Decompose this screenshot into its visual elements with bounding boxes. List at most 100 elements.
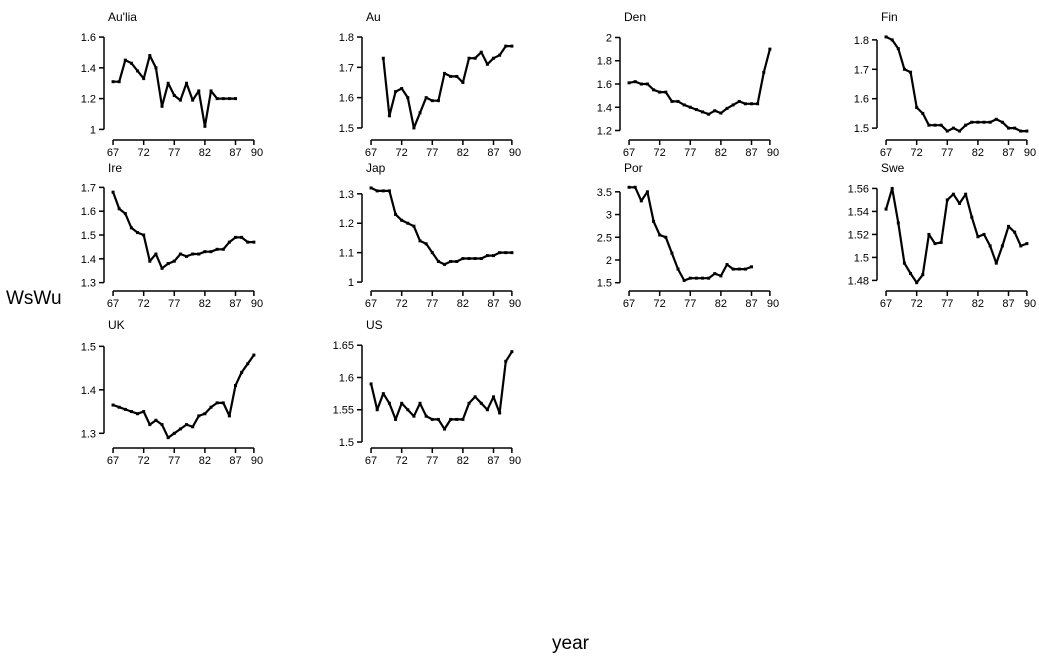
data-point [485, 62, 489, 66]
data-point [142, 233, 146, 237]
data-point [172, 431, 176, 435]
series-line [113, 54, 236, 128]
y-tick-label: 1.2 [81, 94, 96, 106]
data-point [645, 190, 649, 194]
data-point [449, 259, 453, 263]
data-point [970, 215, 974, 219]
data-point [713, 109, 717, 113]
data-point [221, 401, 225, 405]
y-tick-label: 1.5 [339, 123, 354, 135]
data-point [455, 74, 459, 78]
y-axis: 1.2 1.4 1.6 1.8 2 [597, 32, 621, 138]
panel-jap: Jap 1 1.1 1.2 1.3 67 72 77 82 87 90 [339, 161, 521, 310]
data-point [921, 273, 925, 277]
y-tick-label: 1.5 [597, 278, 612, 290]
y-tick-label: 1.5 [81, 341, 96, 353]
data-point [252, 353, 256, 357]
data-point [658, 90, 662, 94]
data-point [436, 417, 440, 421]
panel-au: Au 1.5 1.6 1.7 1.8 67 72 77 82 87 90 [339, 10, 521, 159]
data-point [400, 87, 404, 91]
panel-title: Au'lia [108, 10, 137, 24]
data-point [197, 414, 201, 418]
data-point [958, 129, 962, 133]
y-tick-label: 1.6 [854, 94, 869, 106]
data-point [964, 192, 968, 196]
panel-ire: Ire 1.3 1.4 1.5 1.6 1.7 67 72 77 82 87 90 [81, 161, 263, 310]
y-tick-label: 1.7 [81, 182, 96, 194]
data-point [406, 96, 410, 100]
x-tick-label: 67 [880, 298, 892, 310]
x-tick-label: 82 [715, 298, 727, 310]
data-point [387, 114, 391, 118]
panel-uk: UK 1.3 1.4 1.5 67 72 77 82 87 90 [81, 318, 263, 467]
panel-title: Fin [881, 10, 898, 24]
data-point [1013, 126, 1017, 130]
data-point [1019, 244, 1023, 248]
data-point [136, 69, 140, 73]
x-tick-label: 82 [199, 298, 211, 310]
y-axis-label: WsWu [6, 288, 62, 309]
data-point [639, 199, 643, 203]
data-point [424, 242, 428, 246]
data-point [504, 359, 508, 363]
data-point [719, 111, 723, 115]
data-point [375, 408, 379, 412]
data-point [902, 67, 906, 71]
data-point [731, 267, 735, 271]
data-point [976, 120, 980, 124]
x-tick-label: 72 [654, 147, 666, 159]
data-point [467, 257, 471, 261]
y-tick-label: 1 [348, 277, 354, 289]
panel-us: US 1.5 1.55 1.6 1.65 67 72 77 82 87 90 [333, 318, 522, 467]
panel-fin: Fin 1.5 1.6 1.7 1.8 67 72 77 82 87 90 [854, 10, 1036, 159]
data-point [933, 123, 937, 127]
data-point [185, 254, 189, 258]
data-point [479, 401, 483, 405]
y-tick-label: 3 [606, 210, 612, 222]
data-point [424, 414, 428, 418]
data-point [443, 262, 447, 266]
x-tick-label: 90 [509, 147, 521, 159]
x-axis: 67 72 77 82 87 90 [880, 139, 1036, 159]
x-tick-label: 90 [251, 455, 263, 467]
x-tick-label: 90 [1024, 147, 1036, 159]
panel-au-lia: Au'lia 1 1.2 1.4 1.6 67 72 77 82 87 90 [81, 10, 263, 159]
data-point [387, 401, 391, 405]
data-point [921, 111, 925, 115]
data-point [976, 235, 980, 239]
y-tick-label: 1.6 [339, 372, 354, 384]
y-tick-label: 1.4 [81, 254, 96, 266]
data-point [381, 56, 385, 60]
panel-den: Den 1.2 1.4 1.6 1.8 2 67 72 77 82 87 90 [597, 10, 779, 159]
data-point [896, 47, 900, 51]
data-point [394, 417, 398, 421]
y-axis: 1.3 1.4 1.5 1.6 1.7 [81, 182, 105, 290]
series-line [382, 44, 512, 130]
y-tick-label: 1.5 [854, 252, 869, 264]
data-point [1000, 244, 1004, 248]
data-point [400, 218, 404, 222]
data-point [725, 263, 729, 267]
data-point [688, 105, 692, 109]
data-point [394, 90, 398, 94]
data-point [707, 112, 711, 116]
data-point [443, 427, 447, 431]
data-point [160, 266, 164, 270]
data-point [215, 247, 219, 251]
data-point [191, 98, 195, 102]
data-point [166, 436, 170, 440]
data-point [461, 257, 465, 261]
data-point [418, 111, 422, 115]
x-tick-label: 77 [426, 298, 438, 310]
data-point [1007, 224, 1011, 228]
data-point [449, 417, 453, 421]
y-tick-label: 1.8 [339, 32, 354, 44]
y-tick-label: 1 [90, 124, 96, 136]
y-axis: 1.3 1.4 1.5 [81, 341, 105, 440]
data-point [461, 417, 465, 421]
data-point [117, 207, 121, 211]
x-axis: 67 72 77 82 87 90 [107, 447, 263, 467]
data-point [970, 120, 974, 124]
data-point [111, 403, 115, 407]
